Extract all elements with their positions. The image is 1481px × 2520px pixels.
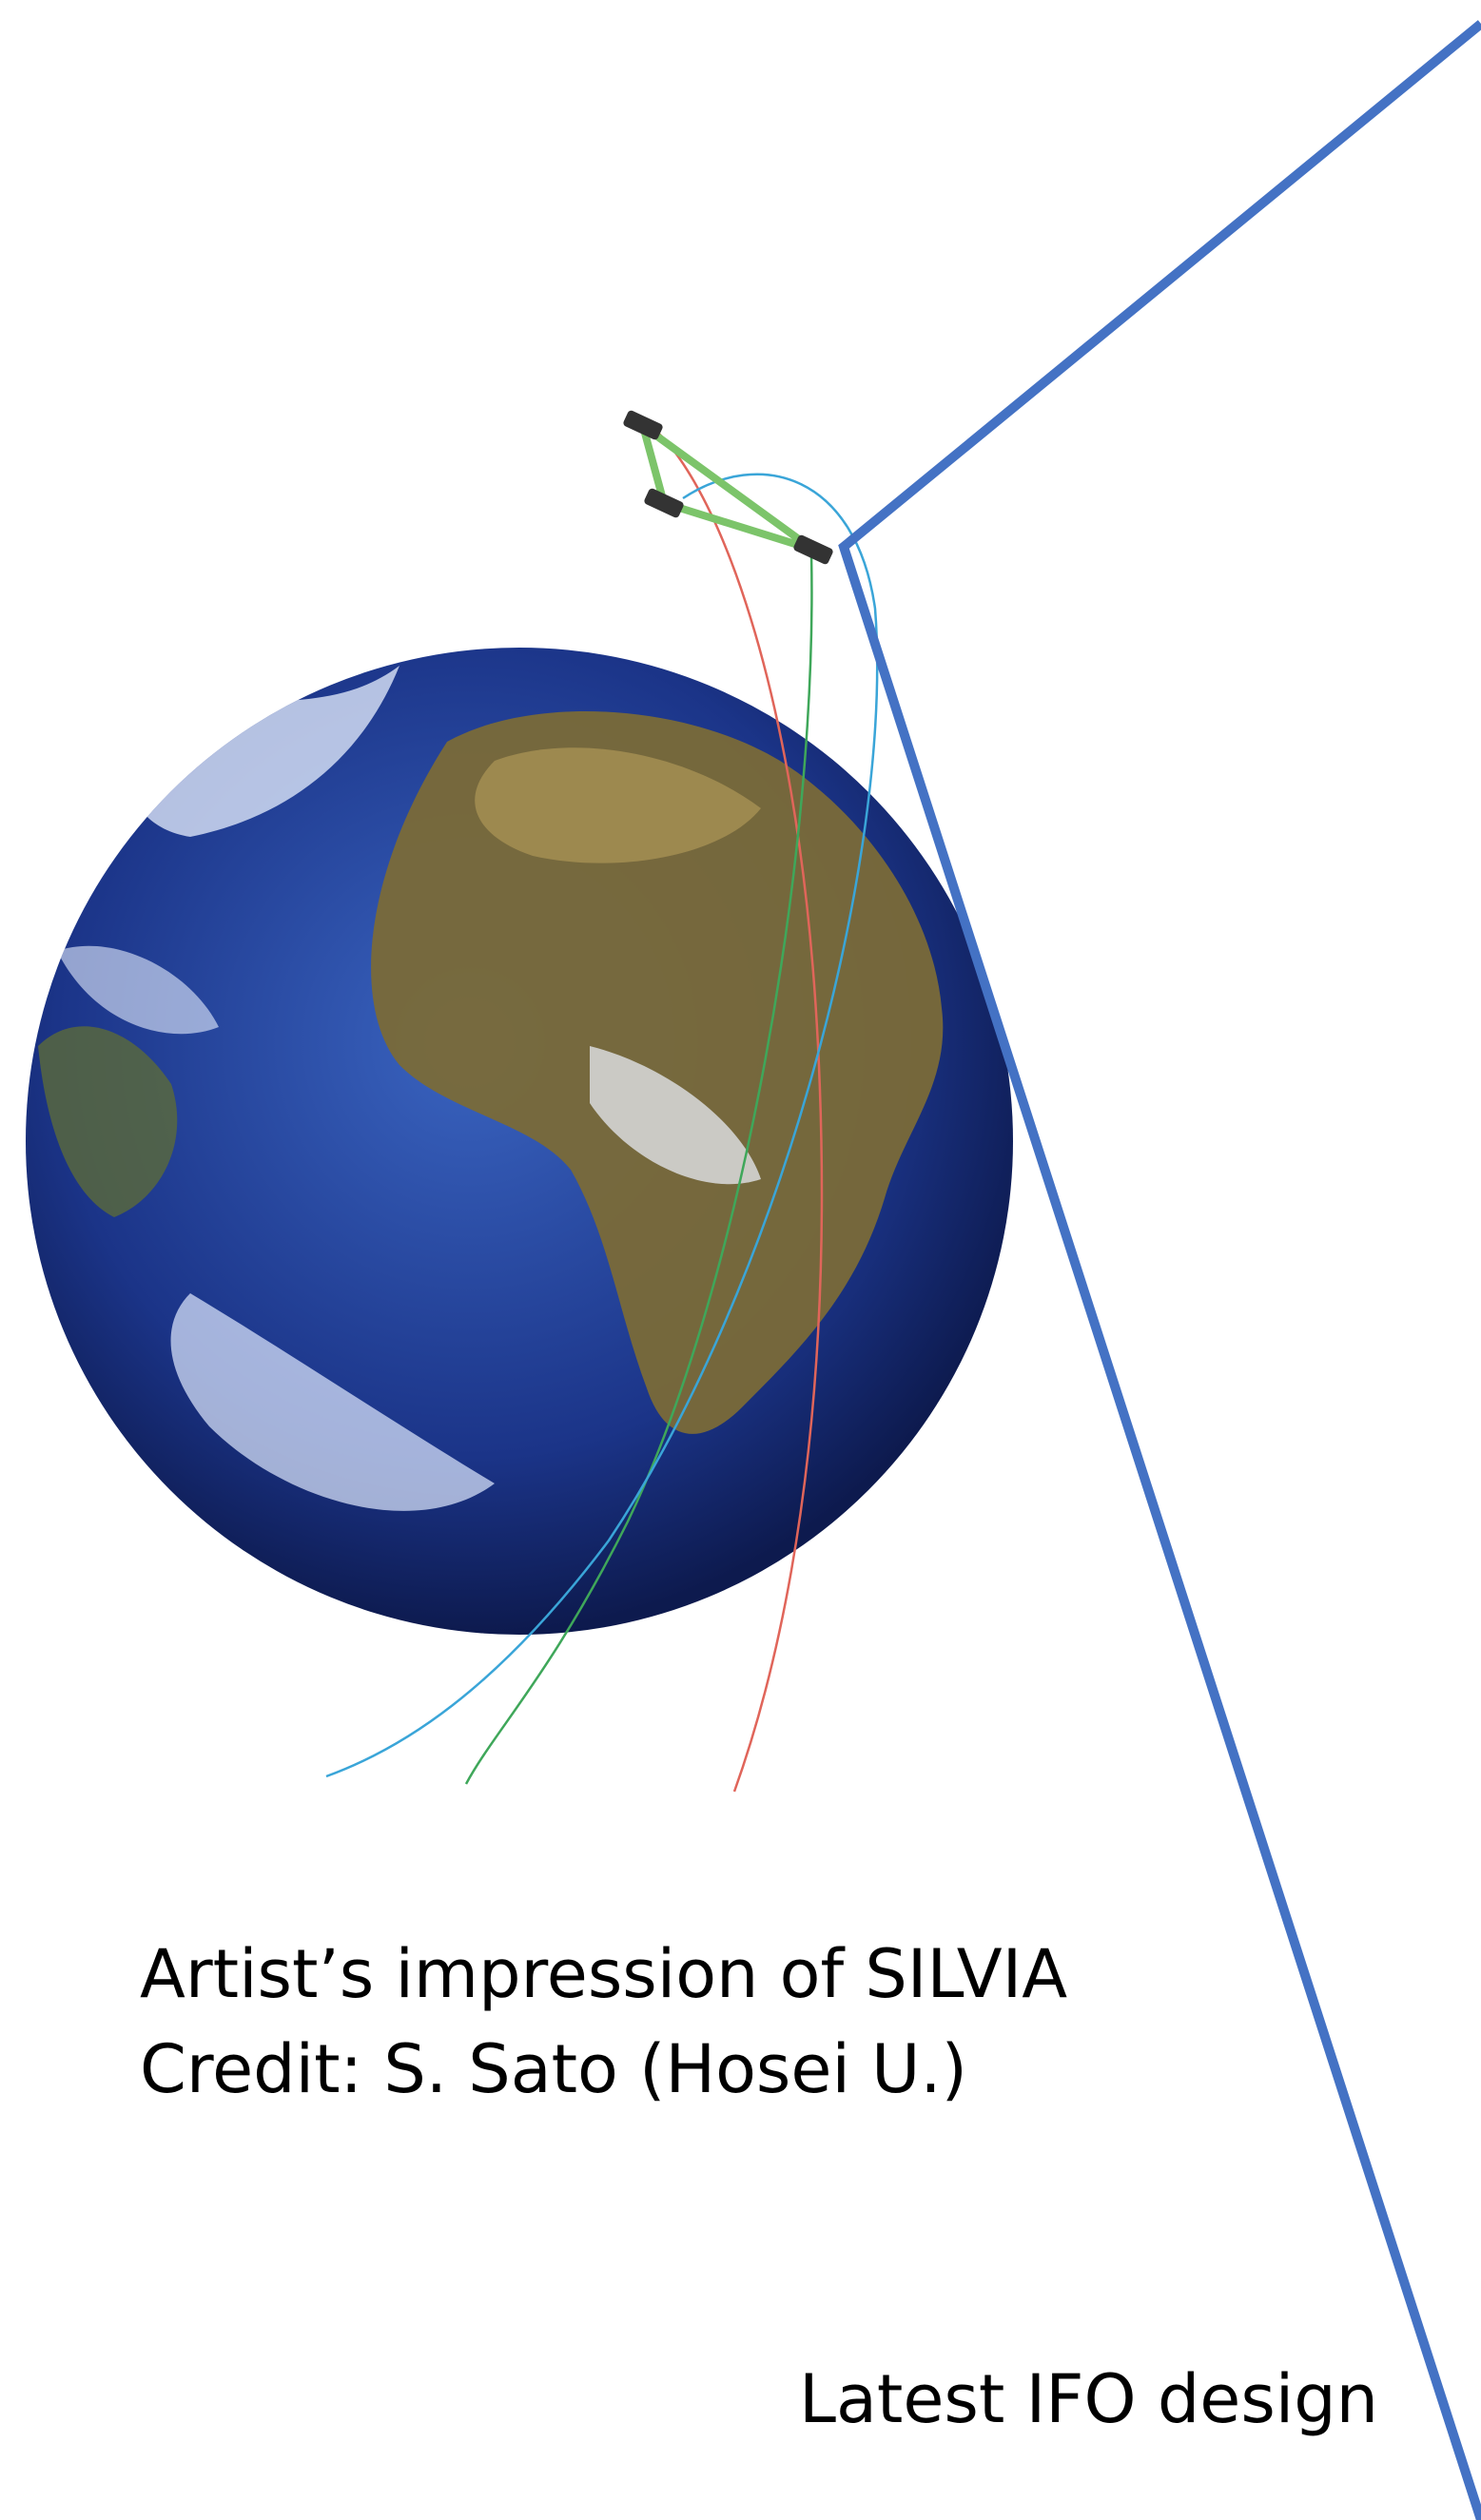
caption-line: Credit: S. Sato (Hosei U.) <box>140 2030 967 2108</box>
callout-lines <box>838 20 1481 2520</box>
label: Latest IFO design <box>799 2360 1378 2438</box>
satellites <box>623 410 833 565</box>
earth <box>26 648 1013 1635</box>
caption-line: Artist’s impression of SILVIA <box>140 1935 1067 2013</box>
